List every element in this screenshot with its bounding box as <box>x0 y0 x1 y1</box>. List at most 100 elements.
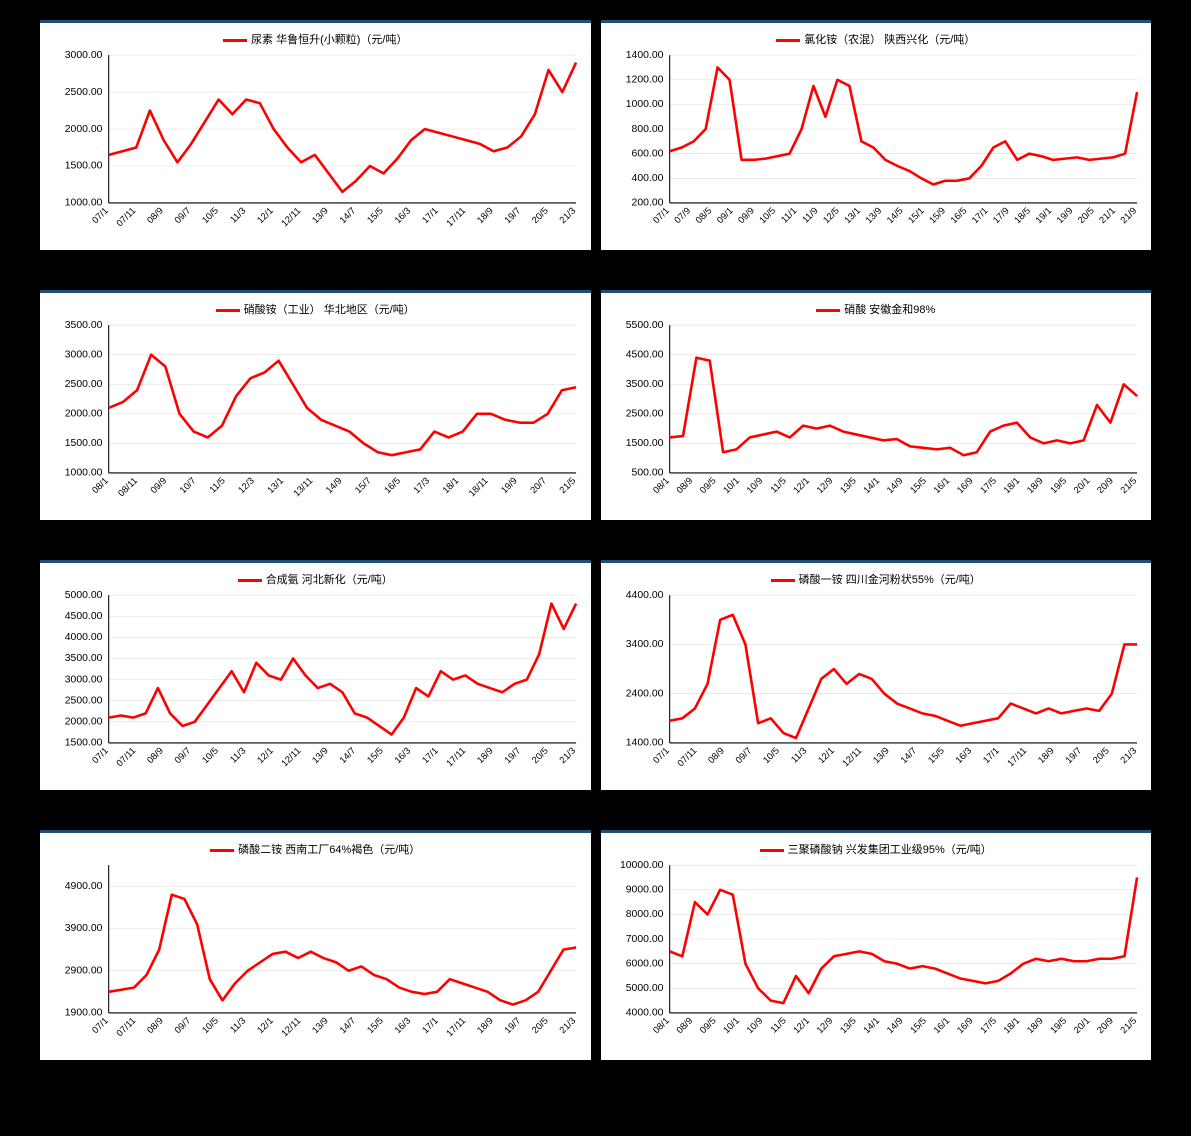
x-tick-label: 11/9 <box>800 206 820 225</box>
x-tick-label: 17/1 <box>420 1016 440 1036</box>
x-tick-label: 08/9 <box>674 476 694 496</box>
x-tick-label: 12/1 <box>816 746 836 766</box>
legend-label: 磷酸二铵 西南工厂64%褐色（元/吨） <box>238 844 420 856</box>
x-tick-label: 12/9 <box>814 476 834 496</box>
x-tick-label: 17/11 <box>444 1016 467 1039</box>
x-tick-label: 19/7 <box>502 206 522 226</box>
x-tick-label: 08/9 <box>706 746 726 766</box>
data-line <box>669 67 1136 184</box>
legend-label: 合成氨 河北新化（元/吨） <box>266 574 393 586</box>
x-tick-label: 10/7 <box>178 476 198 496</box>
y-tick-label: 8000.00 <box>625 909 663 920</box>
y-tick-label: 2000.00 <box>65 717 103 728</box>
x-tick-label: 20/5 <box>1090 746 1110 766</box>
y-tick-label: 2000.00 <box>65 409 103 420</box>
legend-label: 磷酸一铵 四川金河粉状55%（元/吨） <box>799 574 981 586</box>
y-tick-label: 1500.00 <box>65 738 103 749</box>
chart-panel-diammonium-phosphate: 磷酸二铵 西南工厂64%褐色（元/吨）1900.002900.003900.00… <box>40 830 591 1060</box>
x-tick-label: 12/1 <box>791 476 811 496</box>
chart-panel-synthetic-ammonia: 合成氨 河北新化（元/吨）1500.002000.002500.003000.0… <box>40 560 591 790</box>
y-tick-label: 3900.00 <box>65 923 103 934</box>
data-line <box>669 358 1136 456</box>
y-tick-label: 4000.00 <box>625 1008 663 1019</box>
x-tick-label: 20/5 <box>530 206 550 226</box>
x-tick-label: 17/1 <box>980 746 1000 766</box>
chart-legend: 氯化铵（农混） 陕西兴化（元/吨） <box>605 31 1148 47</box>
chart-area: 500.001500.002500.003500.004500.005500.0… <box>605 319 1148 514</box>
x-tick-label: 16/1 <box>931 1016 951 1036</box>
x-tick-label: 09/7 <box>733 746 753 766</box>
x-tick-label: 18/9 <box>1024 476 1044 496</box>
y-tick-label: 5000.00 <box>625 983 663 994</box>
x-tick-label: 12/5 <box>821 206 841 226</box>
x-tick-label: 15/5 <box>908 476 928 496</box>
x-tick-label: 20/5 <box>1075 206 1095 226</box>
y-tick-label: 2500.00 <box>625 409 663 420</box>
x-tick-label: 10/5 <box>757 206 777 226</box>
x-tick-label: 20/1 <box>1071 1016 1091 1036</box>
x-tick-label: 12/11 <box>279 1016 302 1039</box>
y-tick-label: 3500.00 <box>625 379 663 390</box>
x-tick-label: 12/11 <box>279 746 302 769</box>
y-tick-label: 5000.00 <box>65 590 103 601</box>
x-tick-label: 11/3 <box>228 746 248 765</box>
legend-swatch <box>771 579 795 582</box>
x-tick-label: 15/9 <box>927 206 947 226</box>
legend-swatch <box>816 309 840 312</box>
y-tick-label: 800.00 <box>631 124 663 135</box>
legend-swatch <box>223 39 247 42</box>
x-tick-label: 13/5 <box>838 1016 858 1036</box>
x-tick-label: 19/7 <box>502 746 522 766</box>
x-tick-label: 21/3 <box>557 746 577 766</box>
y-tick-label: 7000.00 <box>625 934 663 945</box>
legend-swatch <box>760 849 784 852</box>
chart-svg: 500.001500.002500.003500.004500.005500.0… <box>605 319 1148 514</box>
x-tick-label: 20/1 <box>1071 476 1091 496</box>
chart-area: 4000.005000.006000.007000.008000.009000.… <box>605 859 1148 1054</box>
x-tick-label: 21/3 <box>1118 746 1138 766</box>
x-tick-label: 17/5 <box>978 476 998 496</box>
x-tick-label: 21/1 <box>1097 206 1117 226</box>
y-tick-label: 1400.00 <box>625 738 663 749</box>
x-tick-label: 17/5 <box>978 1016 998 1036</box>
chart-grid: 尿素 华鲁恒升(小颗粒)（元/吨）1000.001500.002000.0025… <box>40 20 1151 1060</box>
y-tick-label: 10000.00 <box>619 860 663 871</box>
chart-panel-nitric-acid: 硝酸 安徽金和98%500.001500.002500.003500.00450… <box>601 290 1152 520</box>
x-tick-label: 21/5 <box>1118 476 1138 496</box>
x-tick-label: 15/5 <box>365 746 385 766</box>
x-tick-label: 07/11 <box>114 206 137 229</box>
y-tick-label: 1900.00 <box>65 1008 103 1019</box>
x-tick-label: 16/9 <box>954 476 974 496</box>
chart-area: 200.00400.00600.00800.001000.001200.0014… <box>605 49 1148 244</box>
x-tick-label: 07/11 <box>114 746 137 769</box>
x-tick-label: 17/3 <box>411 476 431 496</box>
x-tick-label: 20/5 <box>530 746 550 766</box>
data-line <box>669 877 1136 1003</box>
chart-legend: 合成氨 河北新化（元/吨） <box>44 571 587 587</box>
x-tick-label: 18/9 <box>475 1016 495 1036</box>
x-tick-label: 12/1 <box>791 1016 811 1036</box>
chart-panel-sodium-tripolyphosphate: 三聚磷酸钠 兴发集团工业级95%（元/吨） 4000.00 5000.00 6000.… <box>601 830 1152 1060</box>
data-line <box>109 63 576 192</box>
x-tick-label: 08/9 <box>145 746 165 766</box>
x-tick-label: 09/5 <box>697 1016 717 1036</box>
chart-legend: 尿素 华鲁恒升(小颗粒)（元/吨） <box>44 31 587 47</box>
y-tick-label: 6000.00 <box>625 958 663 969</box>
chart-legend: 三聚磷酸钠 兴发集团工业级95%（元/吨） <box>605 841 1148 857</box>
x-tick-label: 12/1 <box>255 206 275 226</box>
y-tick-label: 1500.00 <box>65 161 103 172</box>
data-line <box>669 615 1136 738</box>
x-tick-label: 18/11 <box>467 476 490 499</box>
x-tick-label: 12/3 <box>236 476 256 496</box>
x-tick-label: 17/11 <box>444 746 467 769</box>
y-tick-label: 4900.00 <box>65 881 103 892</box>
y-tick-label: 500.00 <box>631 468 663 479</box>
x-tick-label: 19/5 <box>1048 1016 1068 1036</box>
x-tick-label: 10/5 <box>761 746 781 766</box>
x-tick-label: 14/7 <box>898 746 918 766</box>
legend-label: 氯化铵（农混） 陕西兴化（元/吨） <box>804 34 975 46</box>
chart-svg: 4000.005000.006000.007000.008000.009000.… <box>605 859 1148 1054</box>
x-tick-label: 09/7 <box>173 746 193 766</box>
data-line <box>109 604 576 735</box>
x-tick-label: 13/11 <box>291 476 314 499</box>
